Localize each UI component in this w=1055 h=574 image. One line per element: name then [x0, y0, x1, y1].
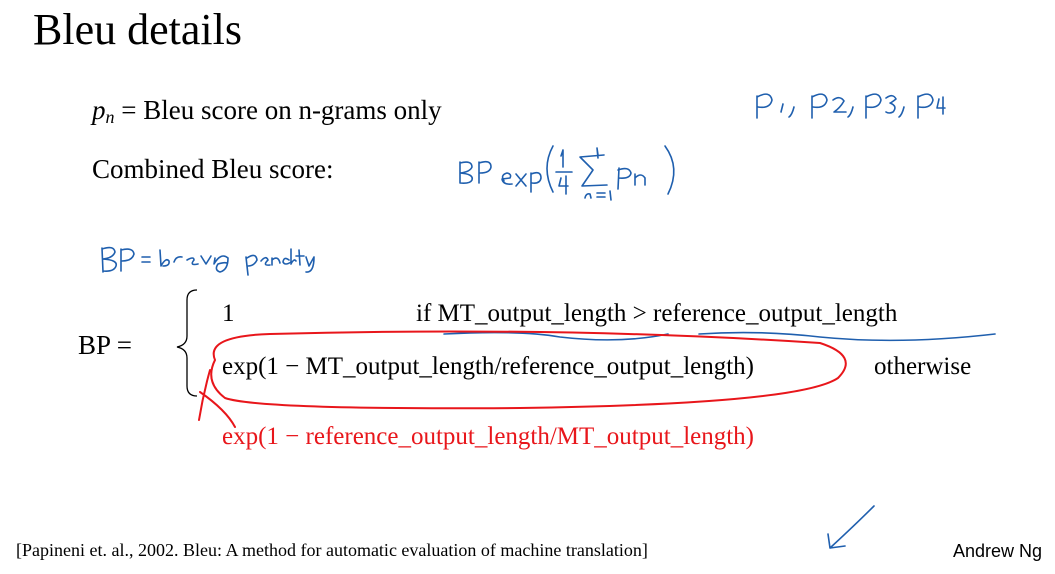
case1-value: 1: [222, 300, 235, 327]
combined-score-label: Combined Bleu score:: [92, 154, 334, 184]
reference-length-underline: [698, 331, 996, 342]
check-arrow: [827, 505, 875, 549]
case1-condition: if MT_output_length > reference_output_l…: [416, 300, 898, 327]
case2-condition: otherwise: [874, 353, 972, 380]
corrected-formula: exp(1 − reference_output_length/MT_outpu…: [222, 423, 755, 450]
pn-definition-text: = Bleu score on n-grams only: [114, 95, 442, 125]
combined-formula-handwriting: [459, 145, 675, 201]
author-name: Andrew Ng: [953, 541, 1043, 561]
pn-definition: pn = Bleu score on n-grams only: [92, 94, 442, 133]
citation: [Papineni et. al., 2002. Bleu: A method …: [16, 540, 648, 560]
piecewise-brace: [176, 289, 198, 397]
precisions-handwriting: [756, 93, 946, 119]
bp-label: BP =: [78, 330, 132, 360]
pn-symbol: p: [92, 95, 106, 125]
bp-meaning-handwriting: [101, 246, 315, 276]
mt-length-underline: [443, 331, 669, 341]
slide-title: Bleu details: [33, 5, 242, 54]
pn-subscript: n: [105, 107, 115, 127]
case2-value: exp(1 − MT_output_length/reference_outpu…: [222, 353, 755, 380]
